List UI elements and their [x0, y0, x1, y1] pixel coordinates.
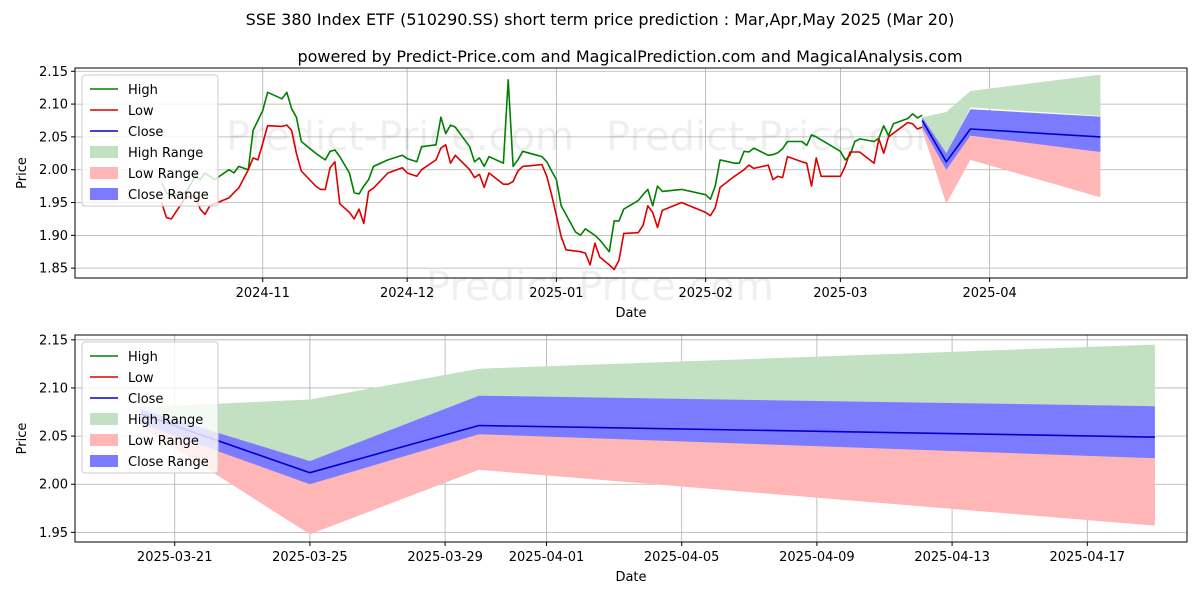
high-series-line [160, 79, 923, 253]
x-tick-label: 2024-12 [380, 286, 434, 301]
x-tick-label: 2025-03 [813, 286, 867, 301]
chart-subtitle: powered by Predict-Price.com and Magical… [297, 47, 962, 66]
x-tick-label: 2025-01 [529, 286, 583, 301]
plot-area [140, 344, 1155, 535]
close-series-line [140, 413, 1155, 474]
low-series-line [160, 121, 923, 271]
x-tick-label: 2024-11 [236, 286, 290, 301]
x-axis-label: Date [615, 306, 646, 321]
low-range-band [140, 416, 1155, 535]
x-axis-label: Date [615, 570, 646, 585]
x-tick-label: 2025-03-21 [137, 550, 213, 565]
x-tick-label: 2025-03-25 [272, 550, 348, 565]
y-tick-label: 1.90 [39, 229, 68, 244]
y-tick-label: 2.05 [39, 130, 68, 145]
watermark-text: Predict-Price.com [426, 264, 774, 310]
low-range-band [922, 123, 1101, 204]
chart-title: SSE 380 Index ETF (510290.SS) short term… [246, 10, 955, 29]
main-price-panel: Predict-Price.com Predict-Price.com Predic… [15, 65, 1188, 321]
x-tick-label: 2025-04-17 [1050, 550, 1126, 565]
legend-label: Close Range [128, 188, 209, 203]
watermark-text: Predict-Price.com [606, 114, 954, 160]
close-range-band [140, 395, 1155, 485]
legend-label: High [128, 83, 158, 98]
x-tick-label: 2025-04-13 [914, 550, 990, 565]
y-tick-label: 2.05 [39, 430, 68, 445]
legend-label: Close [128, 392, 163, 407]
legend-label: Low Range [128, 434, 199, 449]
legend-label: High Range [128, 146, 203, 161]
legend-swatch-patch [90, 413, 118, 425]
y-tick-label: 2.00 [39, 163, 68, 178]
y-axis-label: Price [15, 423, 30, 455]
legend-label: Low [128, 371, 154, 386]
close-range-band [922, 109, 1101, 170]
legend: High Low Close High Range Low Range Close Ran… [81, 341, 219, 474]
legend-swatch-patch [90, 188, 118, 200]
legend-label: High Range [128, 413, 203, 428]
watermark-text: Predict-Price.com [226, 114, 574, 160]
y-tick-label: 1.85 [39, 262, 68, 277]
legend-label: Close Range [128, 455, 209, 470]
y-tick-label: 2.15 [39, 333, 68, 348]
legend-label: Low [128, 104, 154, 119]
y-tick-label: 1.95 [39, 526, 68, 541]
x-tick-label: 2025-04-09 [779, 550, 855, 565]
high-range-band [140, 344, 1155, 465]
x-tick-label: 2025-04-01 [509, 550, 585, 565]
legend-label: Close [128, 125, 163, 140]
y-tick-label: 2.15 [39, 65, 68, 80]
y-axis-label: Price [15, 157, 30, 189]
y-tick-label: 2.00 [39, 478, 68, 493]
close-series-line [921, 120, 1101, 163]
x-tick-label: 2025-04 [962, 286, 1016, 301]
x-tick-label: 2025-04-05 [644, 550, 720, 565]
y-tick-label: 2.10 [39, 381, 68, 396]
legend: High Low Close High Range Low Range Close Ran… [81, 74, 219, 207]
legend-swatch-patch [90, 167, 118, 179]
axes-frame [74, 334, 1188, 543]
prediction-zoom-panel: Predict-Price.comPredict-Price.com2025-0… [15, 333, 1188, 585]
plot-area [160, 74, 1101, 271]
legend-label: High [128, 350, 158, 365]
high-range-band [922, 74, 1101, 157]
legend-swatch-patch [90, 455, 118, 467]
y-tick-label: 1.95 [39, 196, 68, 211]
legend-swatch-patch [90, 434, 118, 446]
axes-frame [74, 67, 1188, 279]
x-tick-label: 2025-03-29 [407, 550, 483, 565]
x-tick-label: 2025-02 [678, 286, 732, 301]
y-tick-label: 2.10 [39, 98, 68, 113]
legend-label: Low Range [128, 167, 199, 182]
legend-swatch-patch [90, 146, 118, 158]
